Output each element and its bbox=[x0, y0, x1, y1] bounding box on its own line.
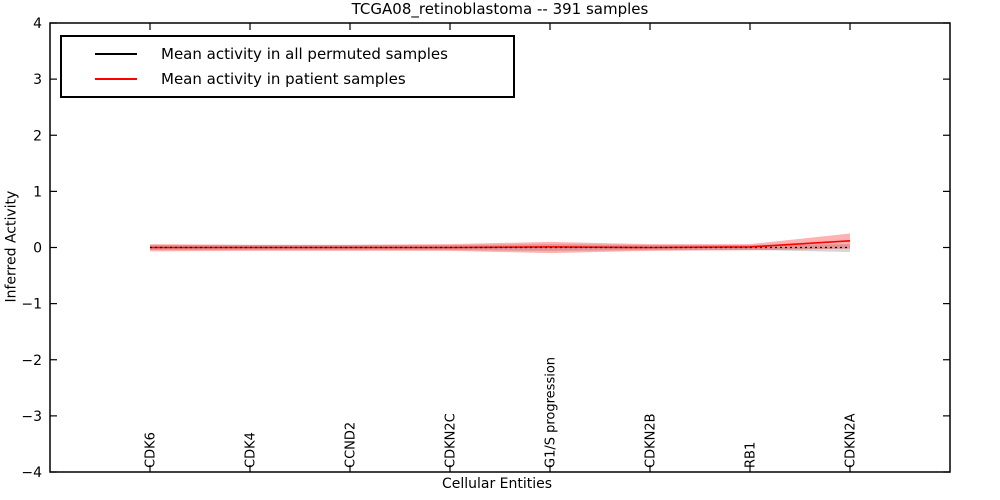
x-tick-label: CDKN2C bbox=[444, 413, 459, 468]
y-tick-label: −1 bbox=[21, 297, 42, 313]
x-tick-label: G1/S progression bbox=[544, 357, 559, 468]
x-axis-label: Cellular Entities bbox=[441, 476, 553, 492]
y-tick-label: 2 bbox=[33, 128, 42, 144]
x-tick-label: CCND2 bbox=[344, 422, 359, 468]
legend-entry-patient: Mean activity in patient samples bbox=[62, 70, 513, 88]
legend-line-patient-icon bbox=[95, 78, 137, 81]
chart-title: TCGA08_retinoblastoma -- 391 samples bbox=[351, 0, 649, 18]
x-tick-label: RB1 bbox=[744, 442, 759, 468]
y-tick-label: 3 bbox=[33, 72, 42, 88]
patient-band bbox=[150, 233, 850, 254]
x-tick-label: CDKN2A bbox=[844, 413, 859, 468]
y-tick-label: −2 bbox=[21, 353, 42, 369]
legend-line-permuted-icon bbox=[95, 52, 137, 55]
x-tick-label: CDK4 bbox=[244, 432, 259, 468]
y-tick-label: −4 bbox=[21, 465, 42, 481]
x-tick-label: CDK6 bbox=[144, 432, 159, 468]
y-tick-label: −3 bbox=[21, 409, 42, 425]
legend-entry-permuted: Mean activity in all permuted samples bbox=[62, 45, 513, 63]
x-tick-label: CDKN2B bbox=[644, 413, 659, 468]
y-tick-label: 4 bbox=[33, 16, 42, 32]
legend-label-permuted: Mean activity in all permuted samples bbox=[161, 44, 448, 63]
y-axis-label: Inferred Activity bbox=[3, 190, 20, 303]
legend: Mean activity in all permuted samples Me… bbox=[60, 35, 515, 98]
y-tick-label: 1 bbox=[33, 184, 42, 200]
y-tick-label: 0 bbox=[33, 241, 42, 257]
legend-label-patient: Mean activity in patient samples bbox=[161, 70, 406, 89]
